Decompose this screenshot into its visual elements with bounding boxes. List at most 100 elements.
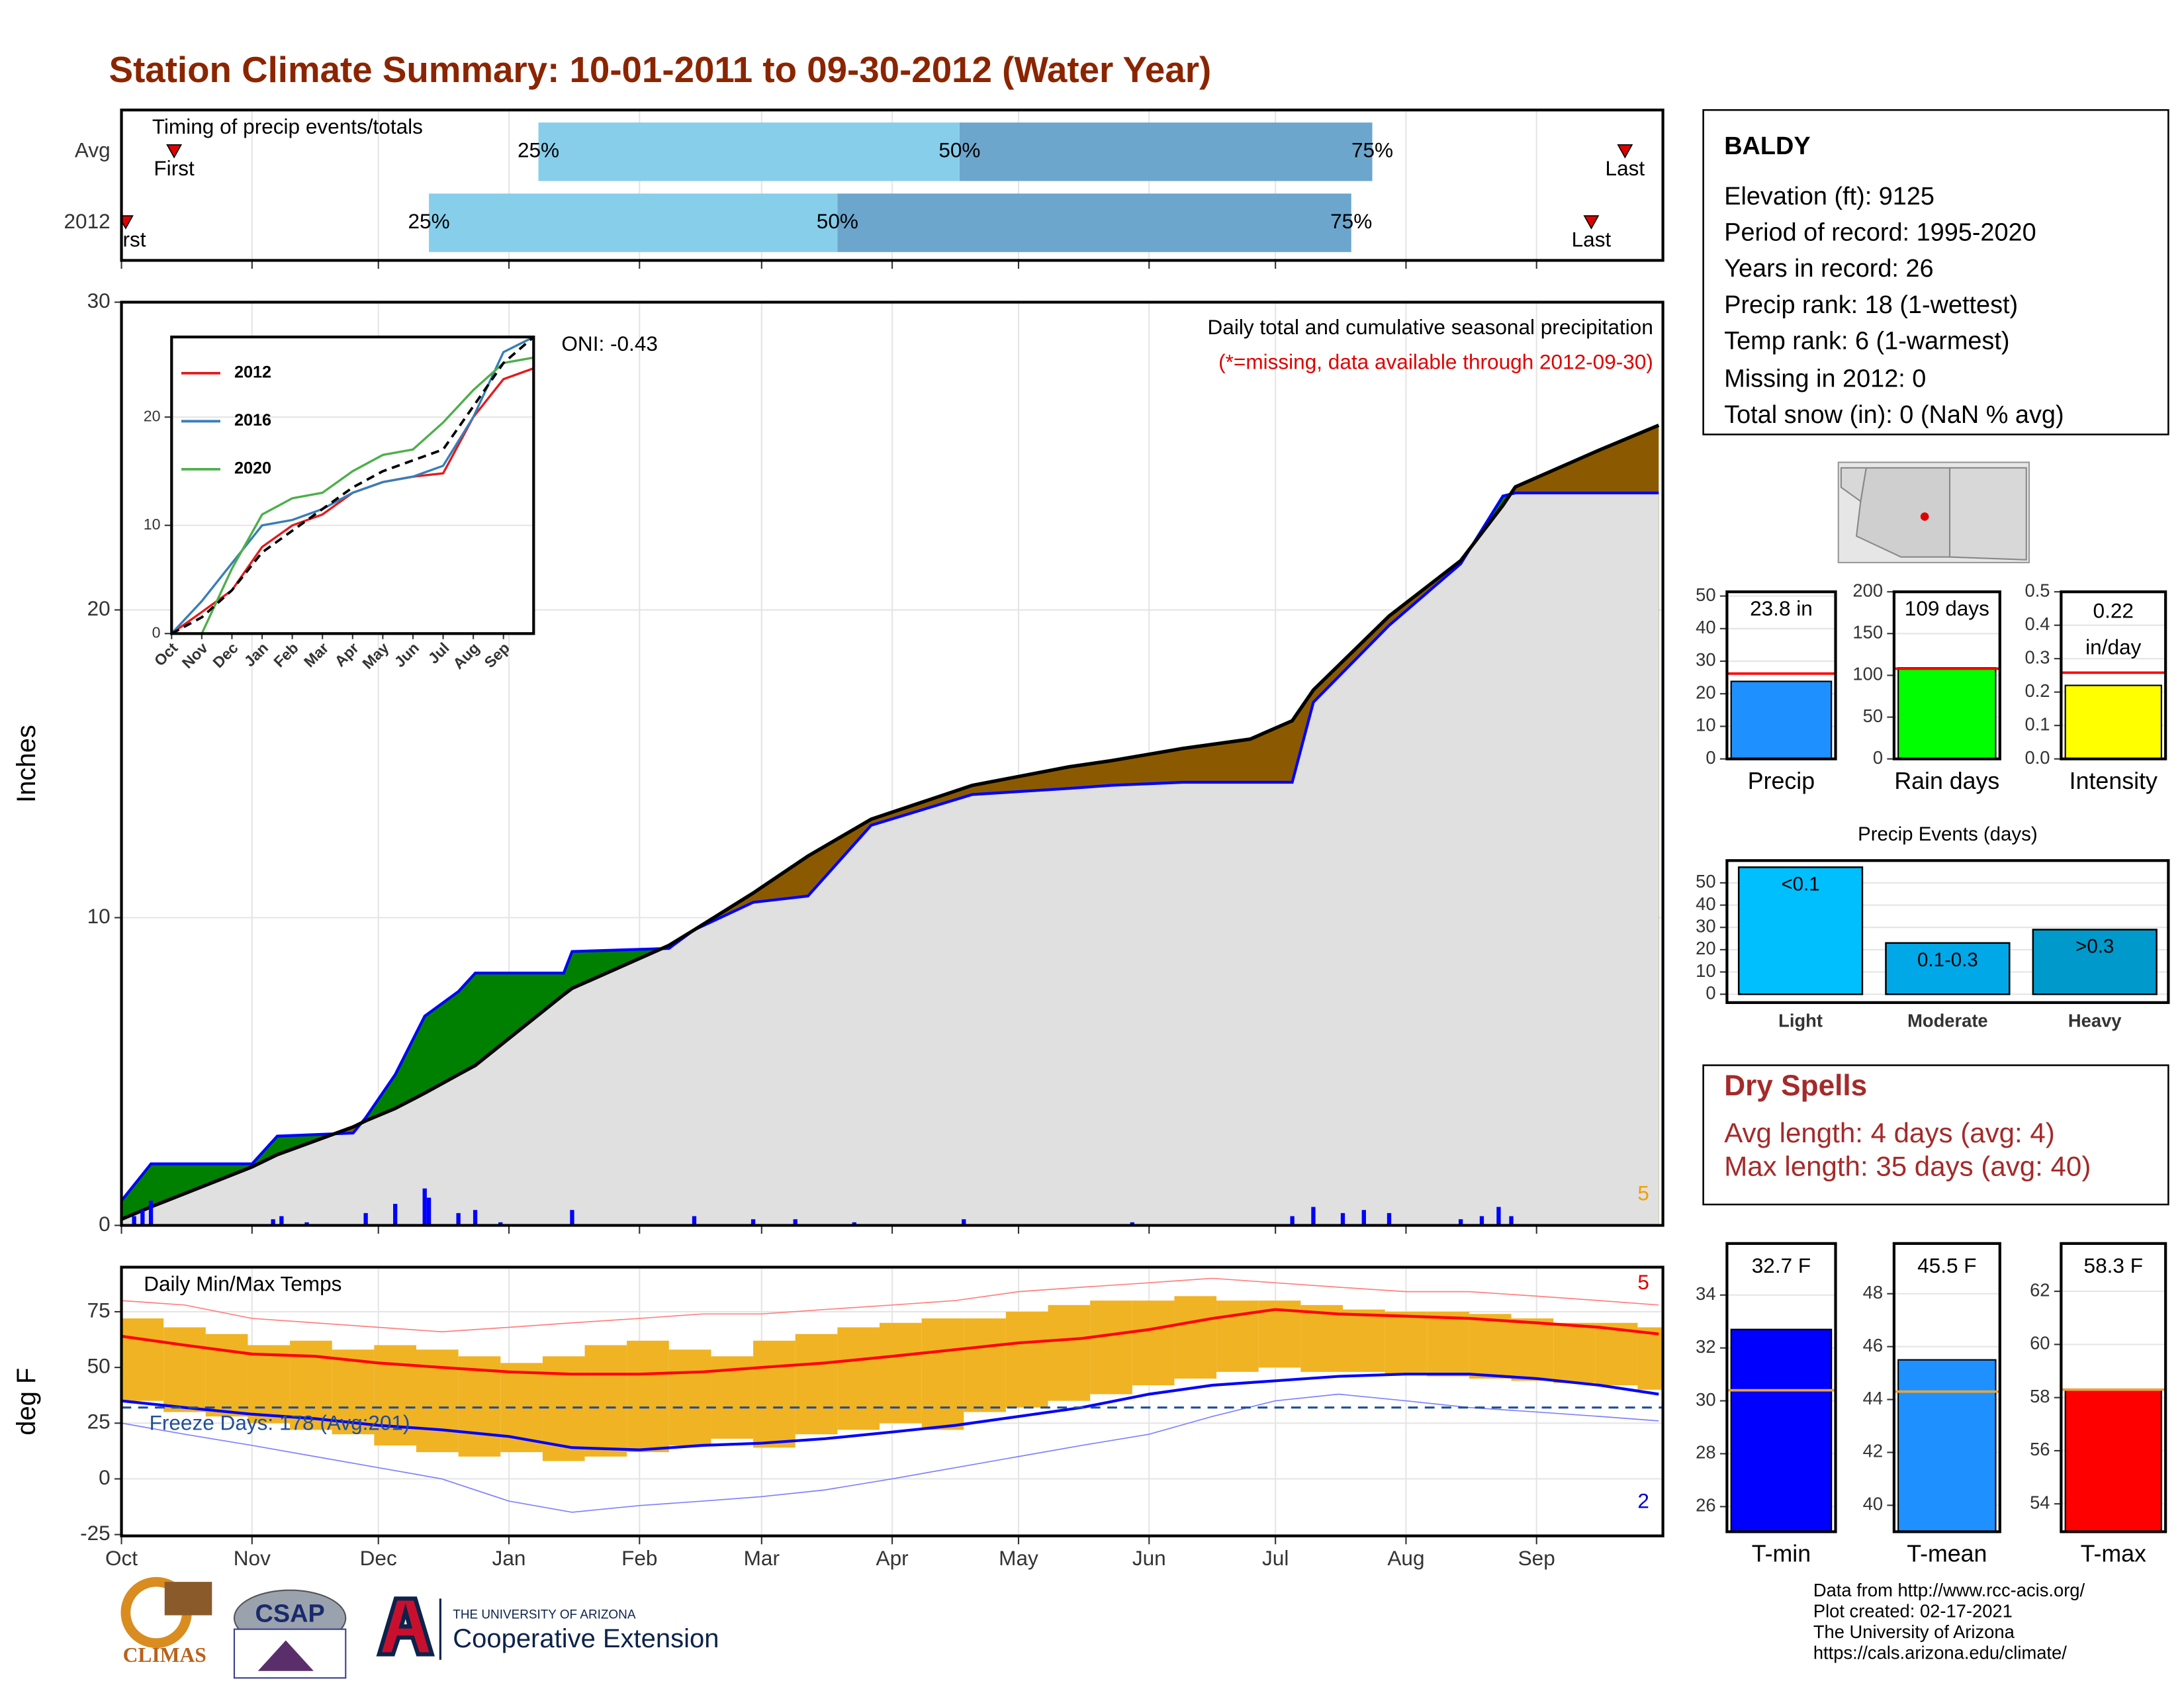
quantile-label: 50% (938, 138, 980, 162)
bar-label: <0.1 (1782, 873, 1820, 895)
daily-bar (140, 1210, 145, 1226)
event-marker (1583, 215, 1600, 230)
events-frame (1725, 859, 2170, 1004)
y-tick-label: 50 (1696, 584, 1715, 605)
y-tick-label: 40 (1696, 617, 1715, 637)
gauge-frame (1892, 1242, 2001, 1533)
quantile-label: 75% (1330, 209, 1372, 233)
dry-spells-title: Dry Spells (1724, 1070, 1867, 1102)
x-tick-label: Apr (876, 1546, 909, 1570)
y-axis-title: Inches (12, 725, 41, 803)
station-line: Precip rank: 18 (1-wettest) (1724, 291, 2018, 319)
credit-line: Plot created: 02-17-2021 (1813, 1601, 2013, 1622)
quantile-label: 25% (408, 209, 450, 233)
daily-bar (422, 1188, 427, 1226)
x-tick-label: Light (1778, 1011, 1823, 1031)
daily-bar (271, 1219, 275, 1226)
daily-bar (473, 1210, 478, 1226)
station-name: BALDY (1724, 132, 1810, 160)
x-tick-label: Feb (621, 1546, 657, 1570)
gauge-label: T-max (2081, 1541, 2146, 1567)
station-line: Total snow (in): 0 (NaN % avg) (1724, 401, 2064, 429)
gauge-frame (1725, 1242, 1837, 1533)
footer: CLIMAS CSAP THE UNIVERSITY OF ARIZONA Co… (120, 1577, 2085, 1679)
temp-range (1174, 1296, 1217, 1379)
bar (1730, 680, 1833, 760)
timing-bar (429, 193, 838, 252)
y-tick-label: 50 (87, 1353, 111, 1377)
station-frame (1702, 109, 2169, 435)
panel-frame (120, 109, 1664, 262)
station-line: Elevation (ft): 9125 (1724, 183, 1934, 210)
station-line: Temp rank: 6 (1-warmest) (1724, 328, 2009, 355)
bar (2032, 929, 2158, 995)
count-label: 2 (1637, 1489, 1649, 1513)
dry-spells-line: Max length: 35 days (avg: 40) (1724, 1150, 2091, 1181)
daily-bar (363, 1212, 368, 1226)
panel-title: Daily total and cumulative seasonal prec… (1208, 315, 1653, 339)
y-tick-label: -25 (80, 1521, 111, 1545)
y-tick-label: 0 (1706, 747, 1715, 768)
timing-rows: 25% 50% 75% First Last 25% 50% 75% First Last (105, 122, 1645, 252)
y-tick-label: 30 (1696, 1389, 1715, 1410)
daily-bar (1311, 1207, 1316, 1226)
panel-frame (120, 300, 1664, 1227)
gauge-frame (1892, 590, 2001, 760)
legend-label: 2012 (234, 363, 271, 382)
quantile-label: 50% (817, 209, 858, 233)
daily-bar (1387, 1212, 1392, 1226)
event-label: First (105, 227, 146, 251)
y-tick-label: 75 (87, 1298, 111, 1322)
y-tick-label: 44 (1863, 1388, 1883, 1408)
y-tick-label: 50 (1863, 706, 1883, 726)
temp-range (1427, 1311, 1469, 1377)
temp-range (163, 1327, 206, 1412)
credit-line: Data from http://www.rcc-acis.org/ (1813, 1580, 2085, 1600)
gauge-frame (2060, 1242, 2167, 1533)
dry-spells-box: Dry Spells Avg length: 4 days (avg: 4) M… (1702, 1064, 2169, 1206)
temp-line (121, 1373, 1659, 1451)
daily-bar (1340, 1212, 1345, 1226)
y-tick-label: 60 (2030, 1333, 2050, 1353)
bar (1730, 1328, 1833, 1533)
temp-range (1511, 1318, 1554, 1381)
credit-line: The University of Arizona (1813, 1622, 2015, 1642)
csap-logo (257, 1640, 314, 1671)
arizona-logo (376, 1596, 435, 1657)
oni-label: ONI: -0.43 (561, 332, 658, 355)
temp-range (668, 1349, 711, 1445)
y-tick-label: 100 (1852, 664, 1883, 684)
event-label: Last (1572, 227, 1612, 251)
daily-bar (304, 1222, 309, 1226)
bar (2064, 1389, 2162, 1533)
inset-bg (171, 337, 534, 634)
temp-line (121, 1277, 1659, 1333)
temp-range (879, 1322, 922, 1424)
freeze-label: Freeze Days: 178 (Avg:201) (150, 1410, 410, 1434)
y-tick-label: 50 (1696, 871, 1715, 891)
temp-range (458, 1356, 501, 1457)
y-tick-label: 0 (99, 1465, 111, 1489)
ua-text: THE UNIVERSITY OF ARIZONA (453, 1608, 636, 1622)
panel-frame (120, 1265, 1664, 1537)
count-label: 5 (1637, 1270, 1649, 1294)
dry-spells-frame (1702, 1064, 2169, 1206)
y-tick-label: 0 (99, 1212, 111, 1236)
y-tick-label: 0.1 (2025, 713, 2050, 734)
legend-label: 2016 (234, 411, 271, 430)
y-tick-label: 30 (87, 289, 111, 312)
gauge-label: Intensity (2070, 768, 2158, 794)
y-tick-label: 30 (1696, 915, 1715, 936)
y-tick-label: 30 (1696, 649, 1715, 670)
daily-bar (692, 1216, 697, 1226)
y-tick-label: 10 (144, 516, 161, 533)
temp-range (837, 1327, 880, 1430)
y-tick-label: 42 (1863, 1441, 1883, 1461)
map-state (1840, 467, 1868, 503)
daily-bar (132, 1216, 136, 1226)
gauge-frame (2060, 590, 2167, 760)
panel-note: (*=missing, data available through 2012-… (1218, 349, 1653, 373)
event-marker (166, 144, 183, 159)
station-line: Period of record: 1995-2020 (1724, 218, 2036, 246)
y-tick-label: 10 (1696, 715, 1715, 735)
